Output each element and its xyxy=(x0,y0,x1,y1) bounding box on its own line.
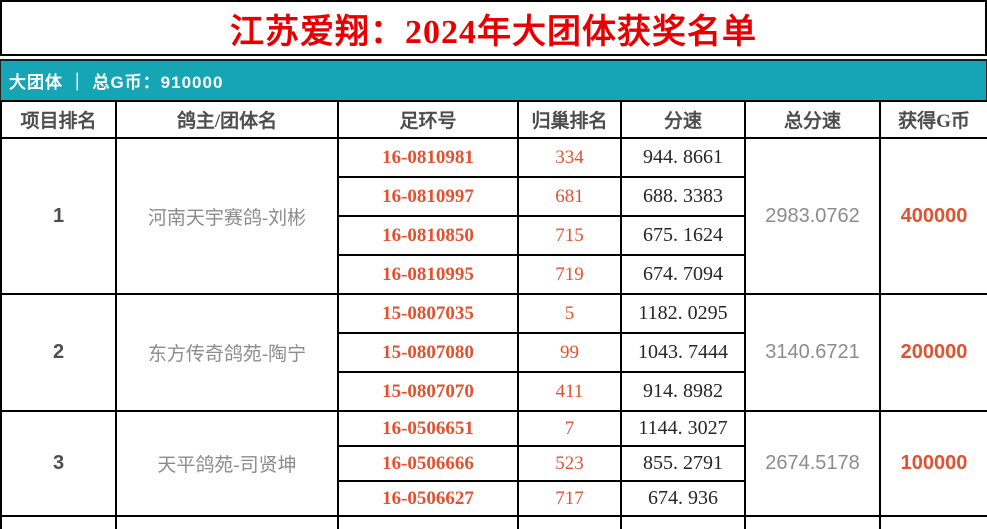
column-header-speed: 分速 xyxy=(620,100,746,139)
ring-cell: 16-0506627 xyxy=(337,480,519,517)
ring-cell: 16-0810997 xyxy=(337,176,519,217)
ring-cell: 16-0506666 xyxy=(337,445,519,482)
speed-cell: 914. 8982 xyxy=(620,371,746,412)
homing-rank-cell: 7 xyxy=(517,410,622,447)
homing-rank-cell: 99 xyxy=(517,332,622,373)
results-table: 项目排名 鸽主/团体名 足环号 归巢排名 分速 总分速 获得G币 1 河南天宇赛… xyxy=(0,100,987,529)
speed-cell: 1182. 0295 xyxy=(620,293,746,334)
rank-cell: 2 xyxy=(0,293,117,412)
total-speed-cell: 3140.6721 xyxy=(744,293,881,412)
speed-cell: 1043. 7444 xyxy=(620,332,746,373)
homing-rank-cell: 719 xyxy=(517,254,622,295)
speed-cell: 1144. 3027 xyxy=(620,410,746,447)
table-row-partial xyxy=(0,515,987,529)
ring-cell: 16-0506651 xyxy=(337,410,519,447)
homing-rank-cell: 681 xyxy=(517,176,622,217)
rank-cell: 1 xyxy=(0,137,117,295)
table-row: 1 河南天宇赛鸽-刘彬 16-0810981 334 944. 8661 298… xyxy=(0,137,987,295)
speed-cell: 675. 1624 xyxy=(620,215,746,256)
ring-cell xyxy=(337,515,519,529)
rank-cell xyxy=(0,515,117,529)
prize-cell: 100000 xyxy=(879,410,987,517)
table-row: 16-0810997 681 688. 3383 xyxy=(1,176,987,217)
homing-rank-cell: 523 xyxy=(517,445,622,482)
table-row: 3 天平鸽苑-司贤坤 16-0506651 7 1144. 3027 2674.… xyxy=(0,410,987,517)
team-cell: 河南天宇赛鸽-刘彬 xyxy=(115,137,339,295)
column-header-prize: 获得G币 xyxy=(879,100,987,139)
summary-banner: 大团体 ｜ 总G币：910000 xyxy=(0,59,987,100)
title-bar: 江苏爱翔：2024年大团体获奖名单 xyxy=(0,0,987,56)
prize-cell: 400000 xyxy=(879,137,987,295)
table-row: 16-0506666 523 855. 2791 xyxy=(1,445,987,482)
homing-rank-cell: 411 xyxy=(517,371,622,412)
page-title: 江苏爱翔：2024年大团体获奖名单 xyxy=(230,13,757,51)
speed-cell: 944. 8661 xyxy=(620,137,746,178)
total-speed-cell: 2674.5178 xyxy=(744,410,881,517)
speed-cell xyxy=(620,515,746,529)
rank-cell: 3 xyxy=(0,410,117,517)
speed-cell: 674. 7094 xyxy=(620,254,746,295)
table-row: 15-0807080 99 1043. 7444 xyxy=(1,332,987,373)
prize-cell: 200000 xyxy=(879,293,987,412)
speed-cell: 674. 936 xyxy=(620,480,746,517)
ring-cell: 16-0810981 xyxy=(337,137,519,178)
table-row: 16-0810850 715 675. 1624 xyxy=(1,215,987,256)
summary-banner-text: 大团体 ｜ 总G币：910000 xyxy=(9,73,224,92)
ring-cell: 15-0807070 xyxy=(337,371,519,412)
team-cell xyxy=(115,515,339,529)
ring-cell: 16-0810850 xyxy=(337,215,519,256)
table-row: 16-0506627 717 674. 936 xyxy=(1,480,987,517)
table-row: 2 东方传奇鸽苑-陶宁 15-0807035 5 1182. 0295 3140… xyxy=(0,293,987,412)
homing-rank-cell xyxy=(517,515,622,529)
column-header-homing-rank: 归巢排名 xyxy=(517,100,622,139)
prize-cell xyxy=(879,515,987,529)
ring-cell: 15-0807080 xyxy=(337,332,519,373)
header-row: 项目排名 鸽主/团体名 足环号 归巢排名 分速 总分速 获得G币 xyxy=(0,100,987,139)
column-header-team: 鸽主/团体名 xyxy=(115,100,339,139)
column-header-total-speed: 总分速 xyxy=(744,100,881,139)
homing-rank-cell: 715 xyxy=(517,215,622,256)
ring-cell: 16-0810995 xyxy=(337,254,519,295)
total-speed-cell: 2983.0762 xyxy=(744,137,881,295)
homing-rank-cell: 717 xyxy=(517,480,622,517)
homing-rank-cell: 334 xyxy=(517,137,622,178)
table-row: 15-0807070 411 914. 8982 xyxy=(1,371,987,412)
ring-cell: 15-0807035 xyxy=(337,293,519,334)
team-cell: 东方传奇鸽苑-陶宁 xyxy=(115,293,339,412)
speed-cell: 855. 2791 xyxy=(620,445,746,482)
total-speed-cell xyxy=(744,515,881,529)
column-header-rank: 项目排名 xyxy=(0,100,117,139)
speed-cell: 688. 3383 xyxy=(620,176,746,217)
column-header-ring: 足环号 xyxy=(337,100,519,139)
team-cell: 天平鸽苑-司贤坤 xyxy=(115,410,339,517)
table-row: 16-0810995 719 674. 7094 xyxy=(1,254,987,295)
homing-rank-cell: 5 xyxy=(517,293,622,334)
